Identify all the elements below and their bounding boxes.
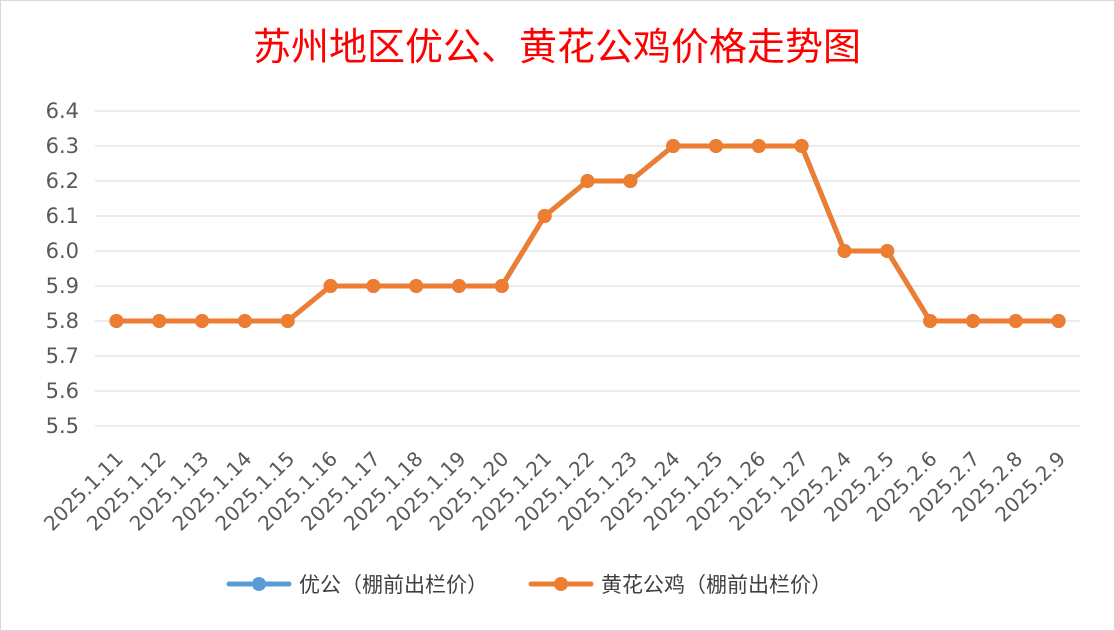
data-point	[152, 314, 167, 328]
data-point	[1051, 314, 1066, 328]
data-point	[109, 314, 124, 328]
data-point	[794, 139, 809, 153]
legend-point-marker	[252, 577, 266, 591]
legend-item: 优公（棚前出栏价）	[226, 573, 488, 597]
legend-item: 黄花公鸡（棚前出栏价）	[528, 573, 832, 597]
data-point	[409, 279, 424, 293]
series-1	[109, 139, 1066, 328]
y-tick-label: 6.0	[46, 239, 79, 263]
y-tick-label: 6.1	[46, 204, 79, 228]
legend-label: 优公（棚前出栏价）	[299, 573, 488, 597]
data-point	[880, 244, 895, 258]
y-axis-tick-labels: 5.5 5.6 5.7 5.8 5.9 6.0 6.1 6.2 6.3 6.4	[46, 99, 79, 438]
data-point	[494, 279, 509, 293]
y-tick-label: 5.8	[46, 309, 79, 333]
series-lines	[109, 139, 1066, 328]
legend-label: 黄花公鸡（棚前出栏价）	[601, 573, 832, 597]
x-axis-tick-labels: 2025.1.112025.1.122025.1.132025.1.142025…	[39, 447, 1070, 536]
data-point	[666, 139, 681, 153]
data-point	[580, 174, 595, 188]
data-point	[452, 279, 467, 293]
data-point	[923, 314, 938, 328]
data-point	[280, 314, 295, 328]
legend: 优公（棚前出栏价） 黄花公鸡（棚前出栏价）	[226, 573, 832, 597]
data-point	[751, 139, 766, 153]
data-point	[237, 314, 252, 328]
data-point	[323, 279, 338, 293]
data-point	[1008, 314, 1023, 328]
data-point	[366, 279, 381, 293]
data-point	[195, 314, 210, 328]
data-point	[537, 209, 552, 223]
legend-point-marker	[554, 577, 568, 591]
y-tick-label: 5.9	[46, 274, 79, 298]
data-point	[965, 314, 980, 328]
data-point	[623, 174, 638, 188]
chart-title: 苏州地区优公、黄花公鸡价格走势图	[253, 25, 861, 69]
y-tick-label: 5.6	[46, 379, 79, 403]
data-point	[837, 244, 852, 258]
y-tick-label: 6.3	[46, 134, 79, 158]
data-point	[708, 139, 723, 153]
y-tick-label: 6.2	[46, 169, 79, 193]
y-tick-label: 5.5	[46, 414, 79, 438]
y-tick-label: 5.7	[46, 344, 79, 368]
y-tick-label: 6.4	[46, 99, 79, 123]
